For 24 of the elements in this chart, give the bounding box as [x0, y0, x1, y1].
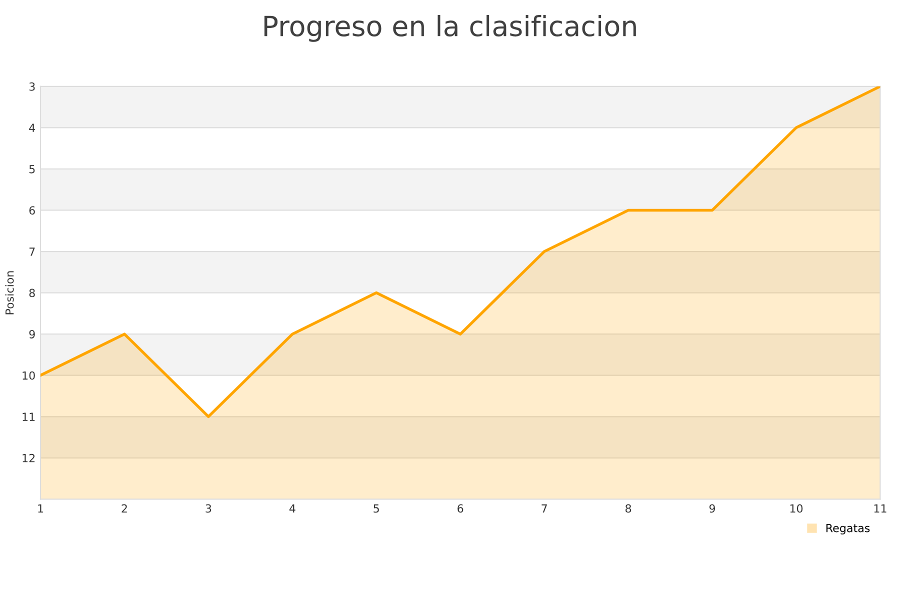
y-tick-label: 7	[29, 248, 35, 256]
x-tick-label: 5	[374, 504, 379, 513]
x-tick-label: 3	[206, 504, 212, 513]
y-tick-label: 5	[29, 165, 35, 174]
x-tick-label: 10	[790, 504, 803, 513]
y-axis-title: Posicion	[5, 271, 14, 314]
x-tick-label: 4	[289, 504, 296, 513]
x-tick-label: 7	[542, 504, 547, 513]
y-tick-label: 6	[29, 206, 35, 215]
x-tick-label: 1	[38, 504, 44, 513]
y-tick-label: 8	[29, 288, 35, 298]
chart-title: Progreso en la clasificacion	[264, 15, 636, 42]
y-tick-label: 11	[22, 412, 35, 421]
y-tick-label: 12	[22, 454, 35, 462]
y-tick-label: 3	[29, 82, 35, 91]
y-tick-label: 10	[22, 371, 35, 380]
x-tick-label: 9	[709, 504, 716, 513]
x-tick-label: 6	[458, 504, 464, 513]
x-tick-label: 11	[874, 504, 886, 513]
y-tick-label: 4	[29, 124, 36, 132]
x-tick-label: 8	[626, 504, 632, 513]
y-tick-label: 9	[29, 330, 35, 338]
x-tick-label: 2	[122, 504, 127, 513]
legend-label: Regatas	[826, 524, 870, 534]
